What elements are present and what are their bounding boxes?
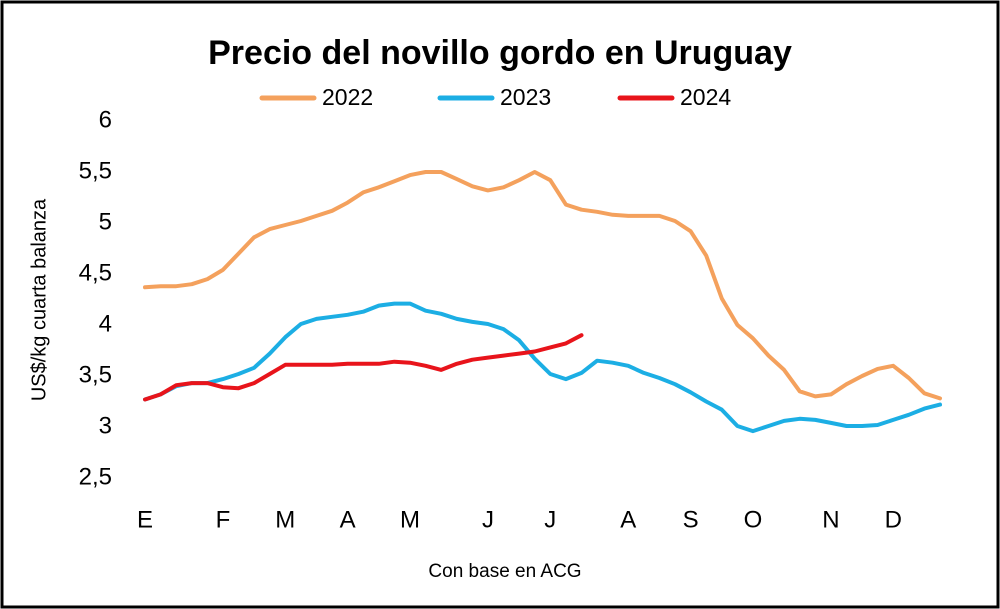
y-tick-label: 5 [99, 208, 112, 235]
series-line [143, 333, 584, 402]
y-tick-label: 3 [99, 412, 112, 439]
y-tick-label: 6 [99, 106, 112, 133]
x-tick-label: A [340, 506, 356, 533]
legend-label: 2024 [680, 84, 731, 110]
x-tick-label: F [216, 506, 231, 533]
y-tick-label: 5,5 [79, 157, 112, 184]
x-tick-label: S [683, 506, 699, 533]
x-tick-label: J [544, 506, 556, 533]
y-tick-label: 4,5 [79, 259, 112, 286]
y-tick-label: 4 [99, 310, 112, 337]
x-tick-label: M [400, 506, 420, 533]
x-tick-label: N [822, 506, 839, 533]
series-line [143, 301, 942, 434]
x-tick-label: D [885, 506, 902, 533]
x-tick-label: J [482, 506, 494, 533]
legend-label: 2022 [322, 84, 373, 110]
x-axis-label: Con base en ACG [428, 561, 581, 582]
legend-label: 2023 [500, 84, 551, 110]
chart-title: Precio del novillo gordo en Uruguay [208, 34, 792, 72]
y-tick-label: 2,5 [79, 463, 112, 490]
x-tick-label: E [137, 506, 153, 533]
x-tick-label: M [275, 506, 295, 533]
x-tick-label: O [744, 506, 763, 533]
y-axis-label: US$/kg cuarta balanza [28, 198, 50, 401]
y-tick-label: 3,5 [79, 361, 112, 388]
series-line [143, 170, 942, 401]
x-tick-label: A [620, 506, 636, 533]
